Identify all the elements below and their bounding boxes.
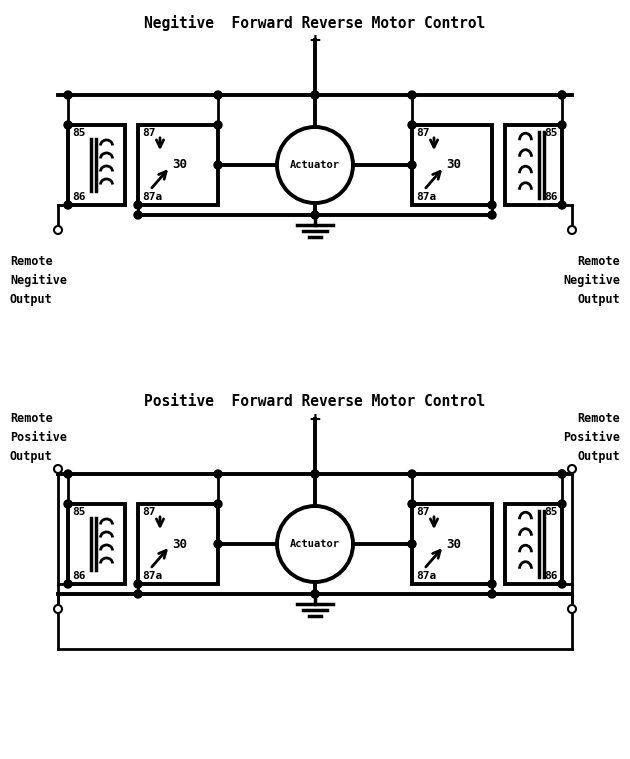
Circle shape — [311, 91, 319, 99]
Bar — [505, 125, 562, 205]
Circle shape — [488, 201, 496, 209]
Bar — [68, 125, 125, 205]
Text: 87a: 87a — [142, 192, 163, 202]
Bar — [68, 504, 125, 584]
Circle shape — [568, 226, 576, 234]
Circle shape — [214, 91, 222, 99]
Circle shape — [64, 500, 72, 508]
Circle shape — [558, 500, 566, 508]
Text: 85: 85 — [72, 507, 86, 517]
Circle shape — [311, 590, 319, 598]
Circle shape — [134, 201, 142, 209]
Circle shape — [214, 121, 222, 129]
Circle shape — [558, 91, 566, 99]
Circle shape — [311, 91, 319, 99]
Circle shape — [311, 211, 319, 219]
Circle shape — [54, 605, 62, 613]
Bar — [412, 125, 492, 205]
Text: 87a: 87a — [416, 571, 436, 581]
Circle shape — [64, 91, 72, 99]
Text: 86: 86 — [72, 571, 86, 581]
Circle shape — [54, 465, 62, 473]
Text: Remote
Negitive
Output: Remote Negitive Output — [563, 255, 620, 306]
Text: 30: 30 — [447, 537, 462, 550]
Circle shape — [488, 580, 496, 588]
Circle shape — [214, 470, 222, 478]
Circle shape — [488, 590, 496, 598]
Text: 87: 87 — [416, 128, 430, 138]
Circle shape — [134, 590, 142, 598]
Text: 85: 85 — [544, 128, 558, 138]
Text: +: + — [309, 32, 321, 50]
Text: Remote
Negitive
Output: Remote Negitive Output — [10, 255, 67, 306]
Circle shape — [214, 540, 222, 548]
Circle shape — [558, 201, 566, 209]
Circle shape — [568, 605, 576, 613]
Circle shape — [408, 121, 416, 129]
Circle shape — [214, 161, 222, 169]
Text: 30: 30 — [173, 159, 188, 172]
Circle shape — [311, 470, 319, 478]
Text: Positive  Forward Reverse Motor Control: Positive Forward Reverse Motor Control — [144, 394, 486, 409]
Circle shape — [64, 470, 72, 478]
Bar — [138, 504, 218, 584]
Circle shape — [488, 211, 496, 219]
Circle shape — [408, 91, 416, 99]
Text: Actuator: Actuator — [290, 539, 340, 549]
Text: 86: 86 — [544, 571, 558, 581]
Bar — [412, 504, 492, 584]
Circle shape — [408, 500, 416, 508]
Text: 86: 86 — [544, 192, 558, 202]
Text: 87a: 87a — [416, 192, 436, 202]
Circle shape — [54, 226, 62, 234]
Circle shape — [64, 580, 72, 588]
Circle shape — [558, 470, 566, 478]
Text: 30: 30 — [447, 159, 462, 172]
Text: Remote
Positive
Output: Remote Positive Output — [563, 412, 620, 463]
Bar — [505, 504, 562, 584]
Circle shape — [214, 500, 222, 508]
Text: Actuator: Actuator — [290, 160, 340, 170]
Circle shape — [568, 465, 576, 473]
Text: 87: 87 — [142, 128, 156, 138]
Circle shape — [408, 161, 416, 169]
Circle shape — [558, 470, 566, 478]
Text: +: + — [309, 411, 321, 429]
Text: 86: 86 — [72, 192, 86, 202]
Text: 87a: 87a — [142, 571, 163, 581]
Circle shape — [408, 470, 416, 478]
Circle shape — [134, 580, 142, 588]
Circle shape — [558, 121, 566, 129]
Text: 30: 30 — [173, 537, 188, 550]
Circle shape — [64, 201, 72, 209]
Text: Remote
Positive
Output: Remote Positive Output — [10, 412, 67, 463]
Circle shape — [64, 121, 72, 129]
Text: 85: 85 — [544, 507, 558, 517]
Text: 85: 85 — [72, 128, 86, 138]
Text: 87: 87 — [142, 507, 156, 517]
Circle shape — [558, 580, 566, 588]
Text: Negitive  Forward Reverse Motor Control: Negitive Forward Reverse Motor Control — [144, 15, 486, 31]
Bar — [138, 125, 218, 205]
Circle shape — [134, 211, 142, 219]
Circle shape — [311, 470, 319, 478]
Circle shape — [558, 91, 566, 99]
Text: 87: 87 — [416, 507, 430, 517]
Circle shape — [408, 540, 416, 548]
